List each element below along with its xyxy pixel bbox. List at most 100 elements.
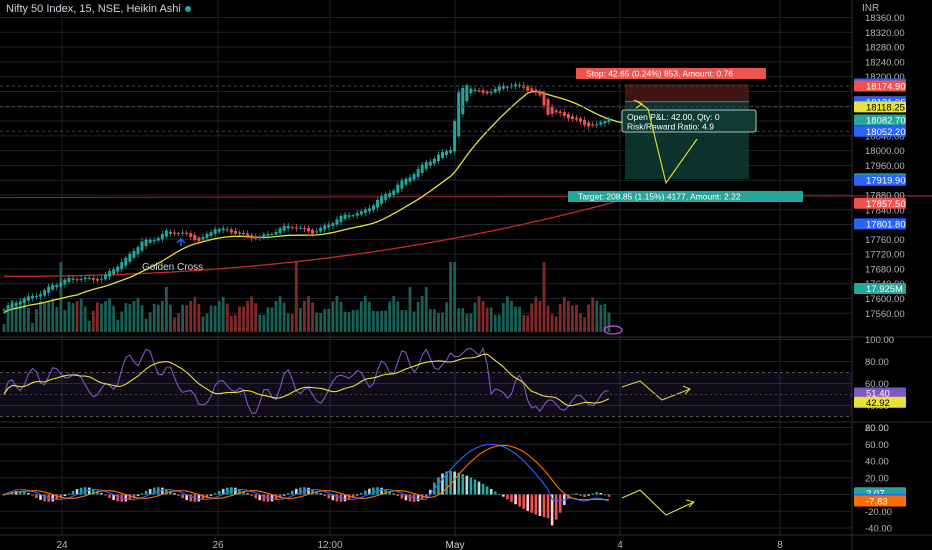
macd-hist-bar: [331, 494, 335, 501]
candle: [274, 231, 278, 235]
volume-bar: [514, 306, 517, 332]
symbol-title[interactable]: Nifty 50 Index, 15, NSE, Heikin Ashi: [6, 3, 191, 15]
candle: [298, 227, 302, 229]
candle: [242, 233, 246, 235]
macd-hist-bar: [161, 487, 164, 495]
candle: [445, 151, 449, 155]
volume-bar: [501, 303, 505, 332]
macd-hist-bar: [416, 494, 420, 502]
volume-bar: [400, 309, 404, 332]
volume-bar: [307, 296, 310, 332]
volume-bar: [298, 308, 302, 332]
macd-hist-bar: [221, 488, 225, 495]
candle: [229, 229, 233, 233]
macd-hist-bar: [400, 494, 404, 499]
macd-hist-bar: [502, 494, 505, 497]
candle: [266, 234, 270, 236]
macd-hist-bar: [550, 494, 554, 526]
candle: [367, 208, 371, 212]
macd-hist-bar: [607, 494, 611, 497]
macd-badge: -7.83: [866, 497, 888, 508]
candle: [26, 296, 30, 301]
volume-bar: [510, 300, 513, 332]
macd-hist-bar: [43, 494, 46, 502]
candle: [347, 215, 351, 217]
candle: [416, 168, 420, 177]
macd-hist-bar: [140, 493, 144, 495]
macd-hist-bar: [2, 494, 6, 496]
macd-hist-bar: [498, 494, 501, 495]
volume-bar: [441, 312, 444, 332]
volume-bar: [250, 296, 254, 332]
candle: [384, 194, 388, 200]
candle: [79, 278, 83, 280]
volume-bar: [246, 300, 249, 332]
candle: [327, 224, 331, 228]
volume-bar: [489, 307, 493, 332]
volume-bar: [562, 296, 566, 332]
macd-hist-bar: [132, 494, 136, 499]
macd-hist-bar: [169, 490, 172, 495]
volume-bar: [575, 304, 578, 332]
candle: [152, 240, 156, 242]
macd-hist-bar: [481, 483, 485, 495]
candle: [343, 214, 347, 219]
volume-marker: [603, 325, 623, 335]
volume-bar: [368, 301, 371, 332]
candle: [396, 184, 400, 193]
candle: [311, 229, 315, 234]
volume-bar: [173, 317, 176, 332]
candle: [579, 118, 583, 122]
candle: [270, 234, 274, 236]
macd-hist-bar: [327, 494, 331, 499]
ma-yellow-line: [3, 90, 626, 314]
candle: [262, 234, 266, 238]
price-badge-bg: [854, 283, 906, 295]
macd-hist-bar: [165, 488, 168, 495]
macd-hist-bar: [420, 494, 424, 500]
price-badge: 17.925M: [866, 284, 903, 295]
macd-hist-bar: [189, 494, 193, 502]
macd-hist-bar: [579, 494, 582, 496]
volume-bars: [2, 262, 611, 332]
candle: [388, 192, 392, 197]
volume-bar: [169, 304, 172, 332]
macd-hist-bar: [75, 489, 79, 495]
candle: [558, 111, 562, 113]
rsi-badge: 51.40: [866, 388, 890, 399]
macd-hist-bar: [368, 488, 371, 495]
volume-bar: [242, 306, 245, 332]
candle: [6, 305, 10, 311]
candle: [168, 231, 172, 234]
price-tick: 17680.00: [865, 264, 905, 275]
volume-bar: [51, 299, 55, 332]
candle: [140, 241, 144, 251]
market-status-icon: [184, 6, 191, 13]
macd-hist-bar: [429, 489, 432, 495]
macd-hist-bar: [31, 494, 34, 496]
time-label: 26: [212, 540, 224, 550]
macd-hist-bar: [591, 493, 594, 495]
volume-bar: [408, 287, 412, 332]
macd-tick: -20.00: [865, 507, 892, 518]
price-badge: 18082.70: [866, 116, 906, 127]
volume-bar: [2, 324, 6, 332]
volume-bar: [177, 313, 180, 332]
stop-label-bg: [576, 68, 766, 79]
macd-hist-bar: [506, 494, 509, 500]
macd-hist-bar: [522, 494, 525, 509]
macd-hist-bar: [493, 491, 497, 495]
macd-hist-bar: [424, 494, 428, 498]
volume-bar: [323, 309, 327, 332]
candle: [404, 178, 408, 185]
macd-hist-bar: [181, 494, 184, 499]
volume-bar: [6, 308, 10, 332]
macd-hist-bar: [546, 494, 550, 519]
macd-hist-bar: [449, 470, 452, 495]
macd-hist-bar: [408, 494, 412, 502]
volume-bar: [181, 304, 185, 332]
macd-hist-bar: [290, 490, 294, 495]
candle: [55, 284, 59, 288]
volume-bar: [14, 302, 18, 332]
